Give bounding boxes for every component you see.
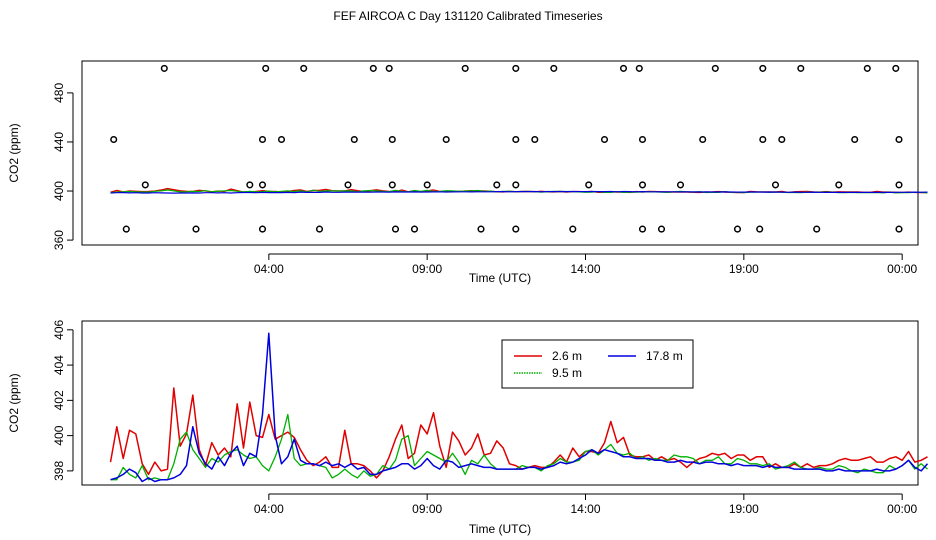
scatter-point-2-0 bbox=[110, 135, 118, 144]
scatter-point-3-14 bbox=[892, 64, 900, 72]
scatter-point-2-6 bbox=[512, 135, 520, 144]
scatter-point-1-0 bbox=[141, 181, 149, 189]
x-tick-label-1-2: 14:00 bbox=[570, 502, 600, 516]
scatter-point-3-1 bbox=[262, 64, 270, 72]
scatter-point-3-2 bbox=[300, 64, 308, 72]
scatter-point-1-4 bbox=[388, 181, 396, 189]
y-axis-title-1: CO2 (ppm) bbox=[7, 373, 21, 432]
series-line-1-0 bbox=[109, 387, 928, 479]
scatter-point-3-0 bbox=[160, 64, 168, 72]
scatter-point-3-12 bbox=[797, 64, 805, 72]
scatter-point-2-2 bbox=[277, 135, 286, 144]
scatter-point-2-12 bbox=[778, 135, 786, 144]
scatter-point-1-9 bbox=[638, 181, 647, 189]
page-title: FEF AIRCOA C Day 131120 Calibrated Times… bbox=[333, 9, 603, 23]
series-line-1-2 bbox=[110, 332, 929, 483]
plot-frame-1 bbox=[81, 320, 919, 486]
scatter-point-3-11 bbox=[759, 64, 767, 72]
scatter-point-0-14 bbox=[895, 225, 903, 233]
y-tick-label-1-0: 398 bbox=[52, 461, 66, 481]
scatter-point-1-11 bbox=[771, 181, 780, 189]
scatter-point-1-8 bbox=[585, 181, 593, 189]
scatter-point-0-1 bbox=[192, 225, 200, 233]
scatter-point-1-1 bbox=[246, 181, 254, 189]
scatter-point-0-9 bbox=[638, 225, 647, 233]
y-tick-label-0-3: 480 bbox=[52, 83, 66, 103]
scatter-point-0-3 bbox=[315, 225, 324, 233]
scatter-point-2-13 bbox=[851, 135, 859, 144]
scatter-point-0-8 bbox=[569, 225, 577, 233]
y-axis-title-0: CO2 (ppm) bbox=[7, 123, 21, 182]
scatter-point-2-8 bbox=[600, 135, 609, 144]
series-line-1-1 bbox=[110, 413, 928, 481]
scatter-point-0-10 bbox=[657, 225, 666, 233]
x-tick-label-1-1: 09:00 bbox=[412, 502, 442, 516]
scatter-point-0-0 bbox=[122, 225, 130, 233]
scatter-point-0-6 bbox=[477, 225, 485, 233]
scatter-point-3-3 bbox=[369, 64, 377, 72]
scatter-point-3-8 bbox=[619, 64, 628, 72]
legend-box bbox=[501, 339, 694, 389]
scatter-point-0-12 bbox=[756, 225, 764, 233]
scatter-point-2-7 bbox=[531, 135, 539, 144]
scatter-point-2-1 bbox=[258, 135, 267, 144]
y-tick-label-1-2: 402 bbox=[52, 390, 66, 410]
legend-label-2: 17.8 m bbox=[646, 349, 683, 363]
x-tick-label-1-3: 19:00 bbox=[729, 502, 759, 516]
scatter-point-2-5 bbox=[442, 135, 450, 144]
x-tick-label-1-0: 04:00 bbox=[254, 502, 284, 516]
y-tick-label-0-2: 440 bbox=[52, 132, 66, 152]
scatter-point-2-14 bbox=[895, 135, 903, 144]
scatter-point-3-7 bbox=[550, 64, 558, 72]
x-axis-title-0: Time (UTC) bbox=[469, 271, 531, 285]
scatter-point-3-13 bbox=[863, 64, 871, 72]
y-tick-label-0-1: 400 bbox=[52, 181, 66, 201]
scatter-point-0-4 bbox=[391, 225, 400, 233]
scatter-point-3-9 bbox=[635, 64, 643, 72]
legend-label-1: 9.5 m bbox=[552, 366, 582, 380]
legend-label-0: 2.6 m bbox=[552, 349, 582, 363]
scatter-point-1-5 bbox=[423, 181, 431, 189]
scatter-point-2-11 bbox=[759, 135, 767, 144]
y-tick-label-1-3: 404 bbox=[52, 355, 66, 375]
scatter-point-3-10 bbox=[711, 64, 719, 72]
y-tick-label-1-4: 406 bbox=[52, 319, 66, 339]
x-axis-title-1: Time (UTC) bbox=[469, 522, 531, 536]
scatter-point-3-5 bbox=[461, 64, 469, 72]
x-tick-label-1-4: 00:00 bbox=[887, 502, 917, 516]
x-tick-label-0-2: 14:00 bbox=[570, 262, 600, 276]
scatter-point-1-12 bbox=[835, 181, 843, 189]
x-tick-label-0-1: 09:00 bbox=[412, 262, 442, 276]
scatter-point-2-10 bbox=[699, 135, 707, 144]
scatter-point-0-11 bbox=[733, 225, 742, 233]
scatter-point-0-2 bbox=[258, 225, 267, 233]
x-tick-label-0-4: 00:00 bbox=[887, 262, 917, 276]
scatter-point-2-4 bbox=[388, 135, 396, 144]
scatter-point-3-4 bbox=[385, 64, 393, 72]
scatter-point-2-9 bbox=[638, 135, 647, 144]
y-tick-label-1-1: 400 bbox=[52, 425, 66, 445]
scatter-point-0-13 bbox=[813, 225, 821, 233]
scatter-point-0-7 bbox=[512, 225, 520, 233]
x-tick-label-0-3: 19:00 bbox=[729, 262, 759, 276]
y-tick-label-0-0: 360 bbox=[52, 230, 66, 250]
scatter-point-3-6 bbox=[512, 64, 520, 72]
scatter-point-0-5 bbox=[410, 225, 419, 233]
scatter-point-1-7 bbox=[512, 181, 520, 189]
scatter-point-1-6 bbox=[493, 181, 501, 189]
plot-frame-0 bbox=[81, 60, 919, 246]
scatter-point-1-3 bbox=[344, 181, 352, 189]
scatter-point-1-2 bbox=[258, 181, 267, 189]
scatter-point-2-3 bbox=[350, 135, 358, 144]
x-tick-label-0-0: 04:00 bbox=[254, 262, 284, 276]
scatter-point-1-10 bbox=[676, 181, 685, 189]
scatter-point-1-13 bbox=[895, 181, 903, 189]
series-line-0-2 bbox=[110, 190, 928, 194]
